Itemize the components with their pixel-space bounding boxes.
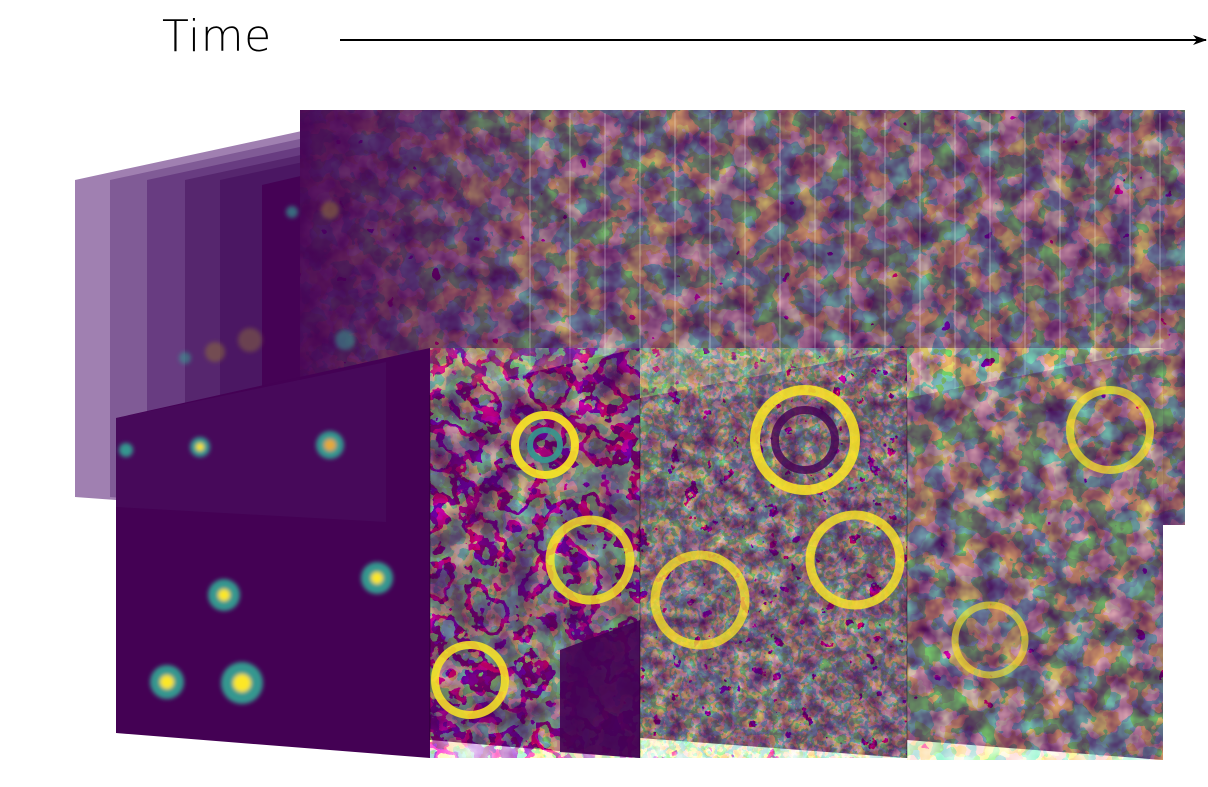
front-frame-2 [430,348,640,758]
front-frame-edges [429,395,908,758]
seed-blob [119,431,393,704]
front-frame-3 [640,348,907,758]
front-frame-1 [116,348,430,758]
front-frame-4 [907,348,1163,760]
time-axis-label: Time [162,11,272,62]
back-seed-blobs [179,201,355,364]
